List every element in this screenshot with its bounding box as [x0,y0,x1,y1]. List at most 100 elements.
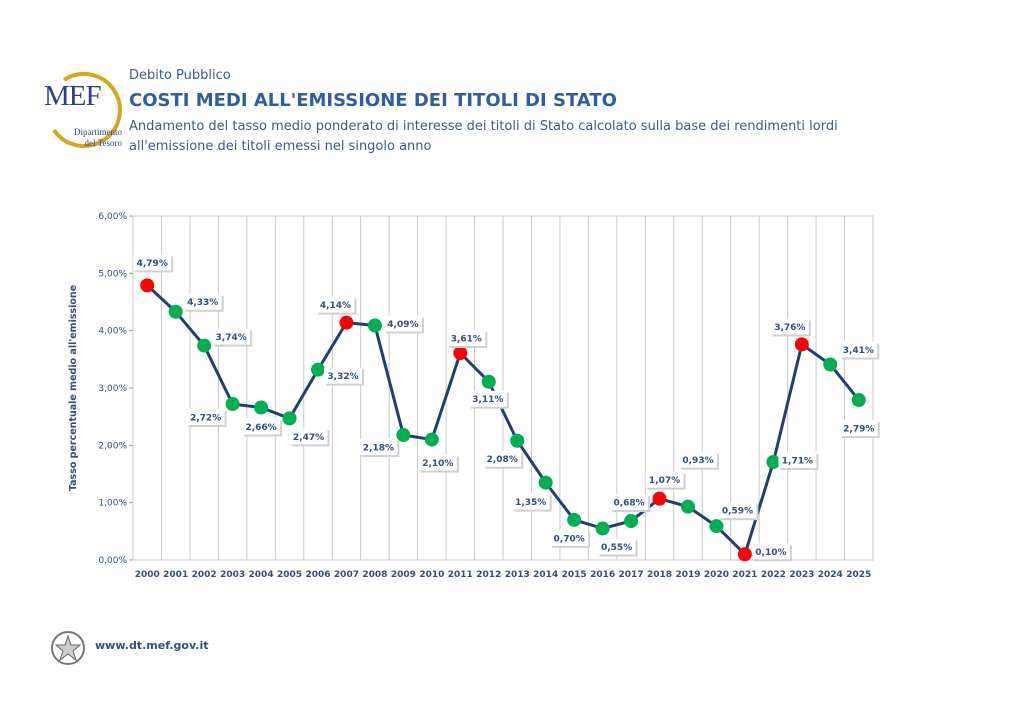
data-point [851,393,866,408]
data-label-box [511,493,550,510]
x-tick-label: 2020 [704,570,729,580]
x-tick-label: 2015 [562,570,587,580]
data-label: 2,08% [487,455,518,465]
x-tick-label: 2024 [818,570,843,580]
x-tick-label: 2006 [305,570,330,580]
department-label: Dipartimento del Tesoro [74,127,122,148]
x-tick-label: 2001 [163,570,188,580]
data-point [595,521,610,536]
data-label: 2,66% [245,423,276,433]
x-tick-label: 2004 [249,570,274,580]
section-label: Debito Pubblico [129,68,231,83]
data-label: 2,79% [843,425,874,435]
y-tick-label: 6,00% [98,212,127,222]
data-point [140,278,155,293]
data-point [681,499,695,514]
data-label: 0,55% [601,543,632,553]
data-label: 0,59% [722,507,753,517]
x-tick-label: 2025 [846,570,871,580]
data-label: 2,72% [190,414,221,424]
data-label: 4,09% [387,320,418,330]
data-label-box [718,502,757,519]
data-point [510,433,525,448]
data-point [624,514,639,529]
data-label: 4,33% [187,298,218,308]
data-point [652,491,667,506]
data-label: 1,35% [515,498,546,508]
x-tick-label: 2018 [647,570,672,580]
x-tick-label: 2013 [505,570,530,580]
data-label-box [242,418,281,435]
y-tick-label: 3,00% [98,384,127,394]
data-point [197,338,212,353]
x-tick-label: 2022 [761,570,786,580]
data-point [225,397,240,412]
y-tick-label: 4,00% [98,327,127,337]
x-tick-label: 2019 [675,570,700,580]
x-tick-label: 2000 [135,570,160,580]
italian-emblem-icon [51,631,85,665]
data-label: 2,10% [422,459,453,469]
data-label: 3,32% [327,372,358,382]
data-label-box [186,409,225,426]
x-tick-label: 2023 [789,570,814,580]
data-label-box [316,296,355,313]
x-tick-label: 2002 [192,570,217,580]
data-label-box [610,494,649,511]
data-point [339,315,354,330]
y-axis-label: Tasso percentuale medio all'emissione [68,285,79,491]
data-point [481,374,496,389]
data-label-box [383,315,422,332]
data-label: 0,93% [682,456,713,466]
data-point [367,318,382,333]
data-label: 4,79% [137,259,168,269]
data-label-box [597,538,636,555]
data-point [709,519,724,534]
data-label: 0,68% [613,499,644,509]
data-label: 2,47% [293,433,324,443]
x-tick-label: 2009 [391,570,416,580]
data-label-box [778,451,817,468]
data-label-box [645,471,684,488]
data-point [766,454,781,469]
data-label-box [483,450,522,467]
data-label-box [324,367,362,384]
y-tick-label: 1,00% [98,499,127,509]
mef-logo-arc [52,72,122,148]
data-label-box [751,543,790,560]
x-tick-label: 2003 [220,570,245,580]
data-point [567,512,582,527]
data-label: 0,70% [554,534,585,544]
data-point [737,547,752,562]
data-point [453,346,468,361]
data-label-box [289,428,328,445]
data-label-box [212,328,251,345]
data-label: 3,41% [843,346,874,356]
data-point [424,432,439,447]
x-tick-label: 2014 [533,570,558,580]
data-label: 3,74% [216,333,247,343]
data-point [794,337,809,352]
page-subtitle: Andamento del tasso medio ponderato di i… [129,119,838,154]
data-label: 3,61% [451,335,482,345]
data-label: 3,11% [472,395,503,405]
data-label-box [550,529,589,546]
data-label-box [468,390,507,407]
x-tick-label: 2008 [362,570,387,580]
x-tick-label: 2017 [619,570,644,580]
y-tick-label: 2,00% [98,441,127,451]
x-tick-label: 2010 [419,570,444,580]
data-label-box [183,293,222,310]
x-tick-label: 2007 [334,570,359,580]
data-point [823,357,838,372]
data-point [168,304,183,319]
data-label: 1,71% [782,456,813,466]
website-link[interactable]: www.dt.mef.gov.it [95,639,209,652]
data-label-box [447,330,486,347]
data-point [311,362,325,377]
y-tick-label: 5,00% [98,269,127,279]
mef-logo: MEF [44,80,102,112]
data-label: 2,18% [363,444,394,454]
data-label: 3,76% [774,323,805,333]
